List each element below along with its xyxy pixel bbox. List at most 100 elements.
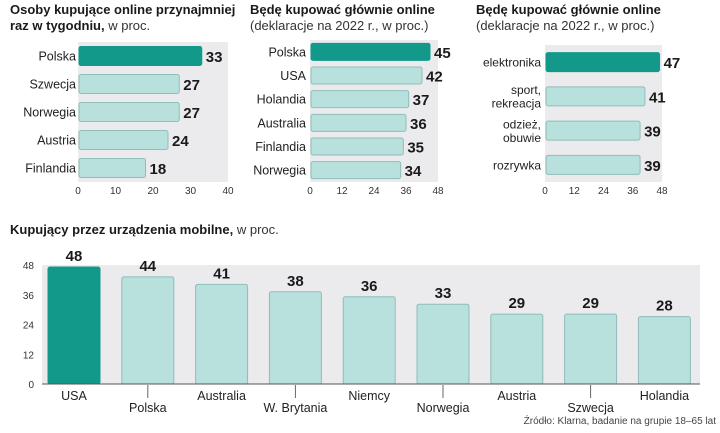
chart2-category-label: Finlandia [255,140,306,154]
chart1-tick-label: 40 [222,186,234,197]
source-note: Źródło: Klarna, badanie na grupie 18–65 … [523,416,716,427]
chart1-bar [78,74,180,94]
chart3-tick-label: 36 [627,186,639,197]
chart3-tick-label: 24 [598,186,610,197]
chart2-category-label: Polska [268,45,306,59]
chart1-value-label: 24 [172,133,189,150]
chart2-category-label: Australia [257,116,306,130]
chart4-category-label: Australia [197,389,246,403]
chart3-category-label: rozrywka [493,158,541,172]
chart2-bar [310,90,410,109]
chart1-title: Osoby kupujące online przynajmniej raz w… [10,2,236,33]
chart4-tick-label: 24 [23,321,35,332]
chart4-value-label: 38 [287,273,304,290]
chart3-category-label: rekreacja [492,97,542,111]
chart3-bar [545,86,646,107]
chart3-tick-label: 12 [569,186,581,197]
chart2-value-label: 37 [413,92,430,109]
chart4-category-label: Polska [129,401,167,415]
chart4-title: Kupujący przez urządzenia mobilne, w pro… [10,222,279,237]
chart4-category-label: Szwecja [567,401,614,415]
chart1-bar [78,158,146,178]
chart4-bar [195,283,249,385]
chart4-bar [637,316,691,385]
chart2-bar [310,42,431,61]
chart1-tick-label: 30 [185,186,197,197]
chart4-tick-label: 12 [23,350,35,361]
chart3-value-label: 39 [644,124,661,141]
chart2-category-label: Holandia [257,93,306,107]
chart1-value-label: 27 [183,105,200,122]
chart4-value-label: 29 [582,295,599,312]
chart2-tick-label: 0 [307,186,313,197]
chart1-value-label: 18 [150,161,167,178]
chart2-value-label: 45 [434,45,451,62]
chart1-value-label: 27 [183,77,200,94]
chart2-value-label: 42 [426,69,443,86]
chart2-bar [310,161,402,180]
chart3-tick-label: 48 [656,186,668,197]
chart1-category-label: Polska [38,50,76,64]
chart3-category-label: odzież, [503,117,541,131]
chart3-bar [545,120,641,141]
chart4-bar [268,291,322,385]
chart4-value-label: 44 [139,258,156,275]
chart4-value-label: 28 [656,298,673,315]
chart3-bar [545,52,661,73]
chart2-value-label: 35 [407,140,424,157]
chart4-value-label: 29 [508,295,525,312]
chart4-category-label: Niemcy [348,389,390,403]
chart3-value-label: 47 [664,55,681,72]
chart4-value-label: 36 [361,278,378,295]
chart4-bar [47,266,101,385]
chart4-tick-label: 36 [23,291,35,302]
chart2-tick-label: 12 [336,186,348,197]
chart1-tick-label: 10 [110,186,122,197]
chart1-value-label: 33 [206,49,223,66]
chart2-category-label: Norwegia [253,164,306,178]
chart4-value-label: 41 [213,265,230,282]
chart3-category-label: elektronika [483,56,541,70]
chart2-tick-label: 36 [400,186,412,197]
chart1-tick-label: 20 [147,186,159,197]
chart3-title: Będę kupować głównie online (deklaracje … [476,2,661,33]
chart4-category-label: Austria [497,389,536,403]
chart1-bar [78,46,203,66]
chart4-category-label: USA [61,389,87,403]
chart2-bar [310,137,404,156]
chart2-panel [310,40,438,182]
chart1-bar [78,102,180,122]
chart4-tick-label: 0 [28,380,34,391]
chart4-category-label: W. Brytania [263,401,327,415]
chart2-value-label: 34 [405,163,422,180]
chart4-bar [342,296,396,385]
chart2-bar [310,113,407,132]
chart3-category-label: obuwie [503,131,541,145]
chart2-category-label: USA [280,69,306,83]
chart1-category-label: Norwegia [23,106,76,120]
chart1-tick-label: 0 [75,186,81,197]
chart4-bar [490,313,544,385]
chart1-category-label: Szwecja [29,78,76,92]
chart3-value-label: 39 [644,158,661,175]
chart4-category-label: Norwegia [417,401,470,415]
chart2-title: Będę kupować głównie online (deklaracje … [250,2,435,33]
chart4-value-label: 33 [435,285,452,302]
chart4-value-label: 48 [66,248,83,265]
chart4-bar [416,303,470,385]
chart2-tick-label: 48 [432,186,444,197]
chart3-tick-label: 0 [542,186,548,197]
chart1-bar [78,130,169,150]
chart4-bar [121,276,175,385]
chart1-category-label: Finlandia [25,162,76,176]
chart4-tick-label: 48 [23,261,35,272]
chart3-value-label: 41 [649,89,666,106]
chart3-bar [545,154,641,175]
chart2-bar [310,66,423,85]
chart2-tick-label: 24 [368,186,380,197]
chart3-category-label: sport, [511,83,541,97]
chart4-category-label: Holandia [640,389,689,403]
chart1-category-label: Austria [37,134,76,148]
chart4-bar [564,313,618,385]
